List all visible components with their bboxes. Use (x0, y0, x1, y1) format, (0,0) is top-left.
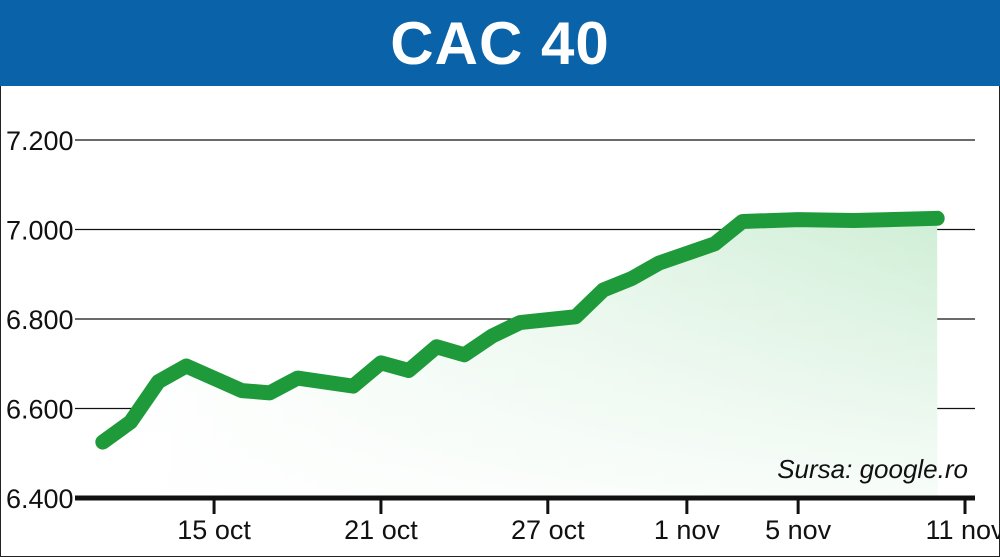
data-point (602, 289, 604, 291)
chart-title: CAC 40 (390, 9, 610, 77)
data-point (157, 381, 159, 383)
x-tick-label: 21 oct (344, 515, 418, 545)
data-point (491, 335, 493, 337)
data-point (102, 441, 104, 443)
y-tick-label: 7.000 (6, 216, 74, 246)
data-point (936, 217, 938, 219)
source-label: Sursa: google.ro (777, 454, 968, 484)
data-point (630, 278, 632, 280)
y-tick-label: 7.200 (6, 126, 74, 156)
data-point (463, 354, 465, 356)
series-line (95, 210, 945, 450)
data-point (575, 316, 577, 318)
y-tick-labels: 7.200 7.000 6.800 6.600 6.400 (6, 126, 74, 514)
y-tick-label: 6.400 (6, 484, 74, 514)
y-tick-label: 6.600 (6, 395, 74, 425)
data-point (241, 390, 243, 392)
data-point (519, 322, 521, 324)
x-axis (75, 495, 975, 514)
data-point (714, 243, 716, 245)
x-tick-labels: 15 oct 21 oct 27 oct 1 nov 5 nov 11 nov (177, 515, 1000, 545)
data-point (658, 262, 660, 264)
area-fill (102, 218, 938, 498)
data-point (742, 220, 743, 222)
data-point (352, 385, 354, 387)
x-tick-label: 5 nov (765, 515, 832, 545)
data-point (380, 362, 382, 364)
x-tick-label: 27 oct (511, 515, 585, 545)
x-tick-label: 11 nov (925, 515, 1000, 545)
data-point (436, 346, 438, 348)
data-point (297, 377, 298, 379)
data-point (130, 421, 132, 423)
data-point (269, 392, 271, 394)
x-tick-label: 15 oct (177, 515, 251, 545)
data-point (185, 365, 187, 367)
data-point (853, 220, 855, 222)
data-point (408, 369, 410, 371)
x-tick-label: 1 nov (654, 515, 721, 545)
y-tick-label: 6.800 (6, 305, 74, 335)
title-bar: CAC 40 (0, 0, 1000, 86)
area-fade-shape (102, 218, 938, 498)
data-point (797, 219, 799, 221)
